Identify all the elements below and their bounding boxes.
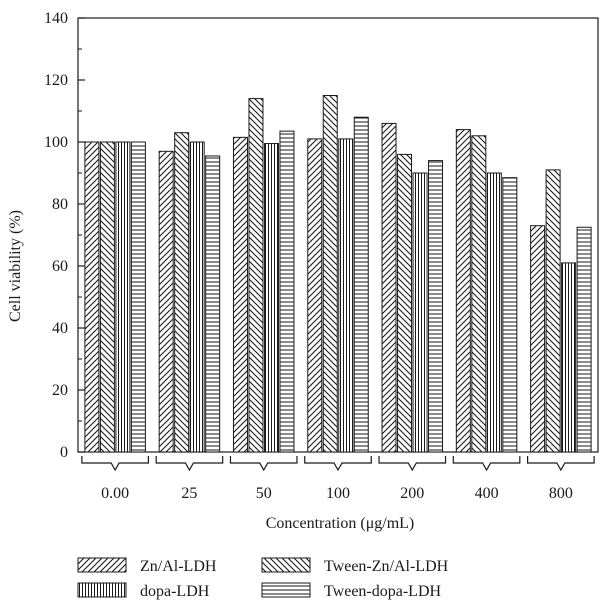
bar (232, 136, 248, 453)
bar (576, 226, 592, 453)
bar (381, 122, 397, 453)
legend-item: Tween-dopa-LDH (261, 582, 442, 600)
bar (545, 169, 561, 453)
x-tick-label: 200 (400, 485, 424, 502)
plot-border (77, 17, 599, 453)
legend-item: Zn/Al-LDH (77, 557, 217, 575)
bar (248, 98, 264, 453)
y-tick-label: 0 (60, 444, 68, 461)
legend-swatch (77, 582, 127, 598)
bar (412, 172, 428, 453)
category-brace (378, 456, 447, 472)
bar (455, 129, 471, 453)
bar (353, 116, 369, 453)
category-brace (527, 456, 595, 472)
bar (158, 150, 174, 453)
y-tick-label: 80 (52, 196, 68, 213)
x-axis: 0.00 25 50 100 200 400 800 (81, 456, 595, 502)
bars-group (84, 95, 592, 453)
bar (486, 172, 502, 453)
legend-item: Tween-Zn/Al-LDH (261, 557, 449, 575)
bar (205, 155, 221, 453)
legend-item: dopa-LDH (77, 582, 210, 600)
bar (84, 141, 100, 453)
legend-label: dopa-LDH (140, 583, 210, 600)
legend-label: Tween-dopa-LDH (324, 583, 442, 600)
bar (561, 262, 577, 453)
bar (338, 138, 354, 453)
legend-swatch (261, 557, 311, 573)
bar (530, 225, 546, 453)
y-tick-label: 140 (44, 10, 68, 27)
x-tick-label: 400 (475, 485, 499, 502)
bar (130, 141, 146, 453)
bar (279, 130, 295, 453)
bar (428, 160, 444, 453)
category-brace (81, 456, 149, 472)
y-tick-label: 120 (44, 72, 68, 89)
x-tick-label: 100 (326, 485, 350, 502)
bar (397, 153, 413, 453)
bar (307, 138, 323, 453)
bar (322, 95, 338, 453)
legend-label: Tween-Zn/Al-LDH (324, 558, 449, 575)
category-brace (155, 456, 224, 472)
x-tick-label: 0.00 (101, 485, 129, 502)
bar (471, 135, 487, 453)
y-tick-label: 40 (52, 320, 68, 337)
category-brace (452, 456, 521, 472)
y-tick-label: 20 (52, 382, 68, 399)
x-tick-label: 50 (256, 485, 272, 502)
x-tick-label: 25 (181, 485, 197, 502)
category-brace (229, 456, 298, 472)
legend-swatch (261, 582, 311, 598)
y-axis-title: Cell viability (%) (7, 210, 24, 322)
y-tick-label: 100 (44, 134, 68, 151)
bar (115, 141, 131, 453)
plot-frame (77, 17, 599, 453)
bar (263, 143, 279, 453)
category-brace (304, 456, 372, 472)
y-tick-label: 60 (52, 258, 68, 275)
legend-swatch (77, 557, 127, 573)
x-axis-title: Concentration (μg/mL) (266, 515, 415, 532)
legend: Zn/Al-LDH Tween-Zn/Al-LDH dopa-LDH Tween-do… (77, 557, 449, 600)
legend-label: Zn/Al-LDH (140, 558, 217, 575)
y-axis: 0 20 40 60 80 100 120 140 (44, 10, 85, 461)
bar (99, 141, 115, 453)
bar (189, 141, 205, 453)
bar (174, 132, 190, 453)
bar (502, 177, 518, 453)
x-tick-label: 800 (549, 485, 573, 502)
